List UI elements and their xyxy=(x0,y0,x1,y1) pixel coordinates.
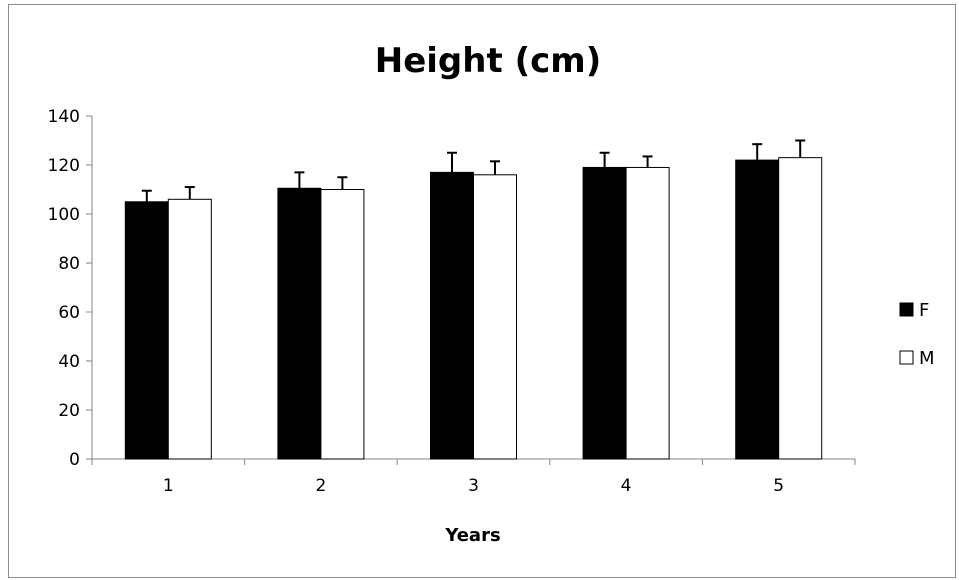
bar-f xyxy=(430,171,474,460)
bar-m xyxy=(167,198,212,460)
bar-f xyxy=(124,201,169,460)
legend: FM xyxy=(899,300,935,369)
y-tick-label: 80 xyxy=(58,254,80,274)
bar-m xyxy=(778,157,823,460)
bar-m xyxy=(320,189,365,460)
y-tick-label: 0 xyxy=(69,450,80,470)
plot-area: 0 20 40 60 80 100 120 140 1 2 3 4 5 xyxy=(48,107,856,496)
legend-label-f: F xyxy=(919,300,929,321)
legend-swatch-m xyxy=(899,350,914,365)
bar-f xyxy=(277,187,322,460)
chart-title: Height (cm) xyxy=(375,41,601,81)
x-tick-label: 5 xyxy=(773,476,784,496)
y-tick-label: 40 xyxy=(58,352,80,372)
y-tick-label: 120 xyxy=(48,156,80,176)
bar-f xyxy=(582,166,627,460)
y-tick-label: 140 xyxy=(48,107,80,127)
x-tick-label: 3 xyxy=(468,476,479,496)
legend-label-m: M xyxy=(919,348,935,369)
bar-m xyxy=(473,174,517,460)
y-tick-label: 100 xyxy=(48,205,80,225)
x-tick-label: 1 xyxy=(163,476,174,496)
y-tick-label: 20 xyxy=(58,401,80,421)
x-tick-label: 2 xyxy=(315,476,326,496)
y-tick-label: 60 xyxy=(58,303,80,323)
x-axis-label: Years xyxy=(444,525,500,546)
legend-swatch-f xyxy=(899,302,914,317)
bar-f xyxy=(735,159,780,460)
bar-m xyxy=(625,166,670,460)
x-tick-label: 4 xyxy=(621,476,632,496)
